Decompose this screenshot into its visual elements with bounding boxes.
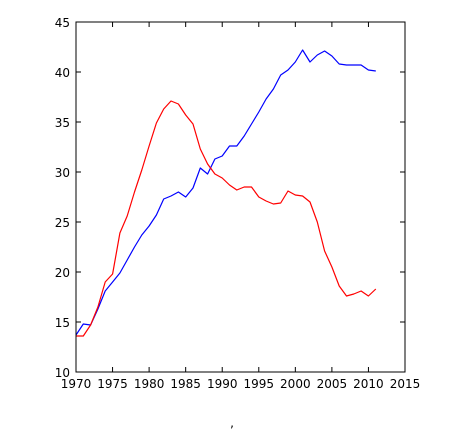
tick-layer: 1970 1975 1980 1985 1990 1995 2000 2005 2010 2015… xyxy=(55,16,421,391)
x-tick-label: 1975 xyxy=(97,377,128,391)
x-tick-label: 2015 xyxy=(390,377,421,391)
y-tick-label: 25 xyxy=(55,216,70,230)
y-tick-label: 40 xyxy=(55,66,70,80)
figure-caption: , xyxy=(230,416,234,430)
y-tick-label: 45 xyxy=(55,16,70,30)
y-tick-label: 30 xyxy=(55,166,70,180)
x-tick-label: 1995 xyxy=(244,377,275,391)
y-tick-label: 35 xyxy=(55,116,70,130)
x-tick-label: 1970 xyxy=(61,377,92,391)
x-tick-label: 1985 xyxy=(170,377,201,391)
y-tick-label: 15 xyxy=(55,316,70,330)
x-tick-label: 2005 xyxy=(317,377,348,391)
series-line-1 xyxy=(75,49,376,336)
series-line-2 xyxy=(76,100,377,337)
y-tick-label: 20 xyxy=(55,266,70,280)
x-tick-label: 1990 xyxy=(207,377,238,391)
x-tick-label: 2010 xyxy=(353,377,384,391)
x-tick-label: 1980 xyxy=(134,377,165,391)
x-tick-label: 2000 xyxy=(280,377,311,391)
y-tick-label: 10 xyxy=(55,366,70,380)
plot-area-frame xyxy=(75,21,406,373)
series-layer xyxy=(75,49,377,337)
